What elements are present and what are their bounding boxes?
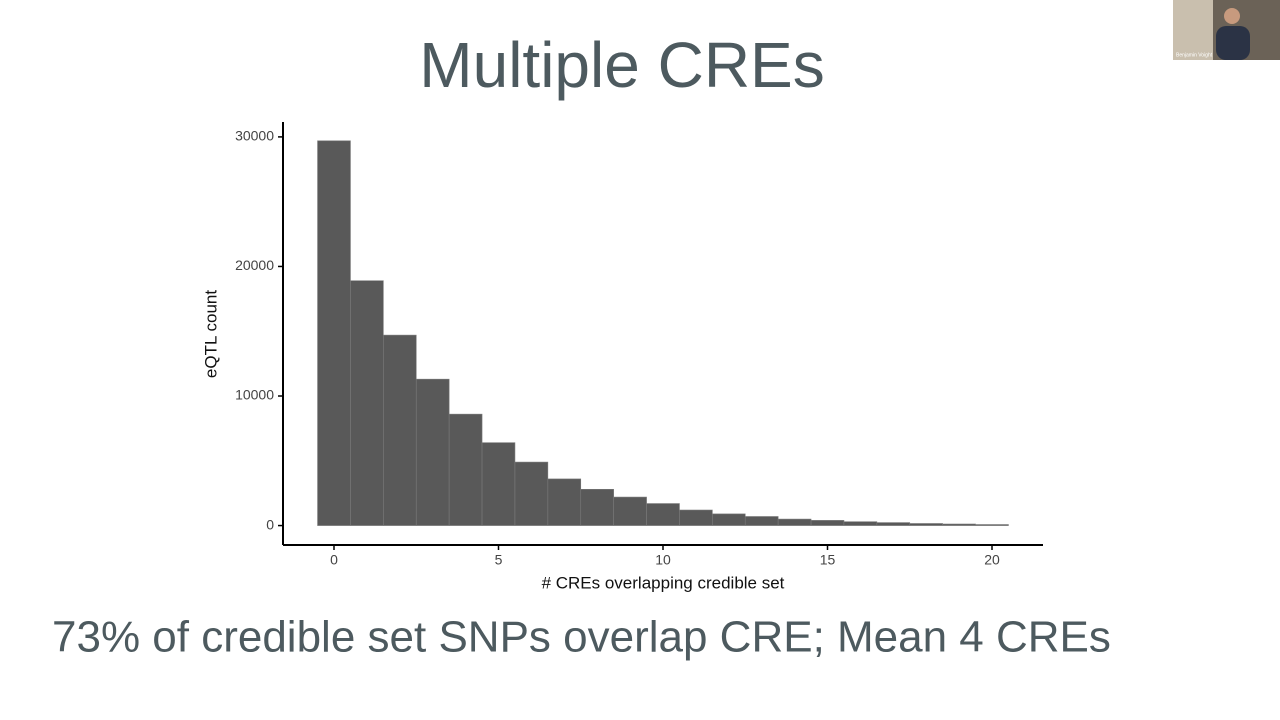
histogram-bar [975,524,1009,526]
histogram-bar [909,523,943,526]
x-tick-label: 0 [330,552,338,568]
histogram-bar [448,413,483,526]
histogram-bar [547,478,582,526]
video-name: Benjamin Voight [1176,52,1213,58]
histogram-bar [481,442,516,526]
histogram-bar [415,378,450,526]
x-axis-label: # CREs overlapping credible set [542,573,785,592]
slide-title: Multiple CREs [419,29,824,101]
slide-caption: 73% of credible set SNPs overlap CRE; Me… [52,613,1111,662]
x-tick-label: 10 [655,552,671,568]
histogram-bar [613,496,647,526]
y-tick-label: 10000 [235,387,274,403]
histogram-bar [317,140,351,526]
y-axis-label: eQTL count [201,290,220,378]
histogram-bar [350,280,384,526]
x-tick-label: 5 [495,552,503,568]
y-tick-label: 20000 [235,257,274,273]
histogram-bar [514,461,549,526]
histogram-bar [810,520,845,526]
plot: 0 10000 20000 30000 0 5 10 15 20 [235,122,1043,568]
y-tick-label: 30000 [235,128,274,144]
y-tick-label: 0 [266,516,274,532]
x-tick-label: 15 [820,552,836,568]
video-person-head [1224,8,1240,24]
video-wall [1173,0,1213,60]
x-tick-label: 20 [984,552,1000,568]
histogram-bar [646,503,680,526]
histogram-bar [942,523,976,526]
histogram-bar [777,518,812,526]
histogram-bar [876,522,911,526]
histogram-bar [744,516,779,526]
histogram-bar [580,488,614,526]
video-tile: Benjamin Voight [1173,0,1280,60]
histogram-bar [712,513,746,526]
histogram-bar [383,334,417,526]
video-person-body [1216,26,1250,60]
histogram-bar [679,509,713,526]
histogram-bar [843,521,878,526]
